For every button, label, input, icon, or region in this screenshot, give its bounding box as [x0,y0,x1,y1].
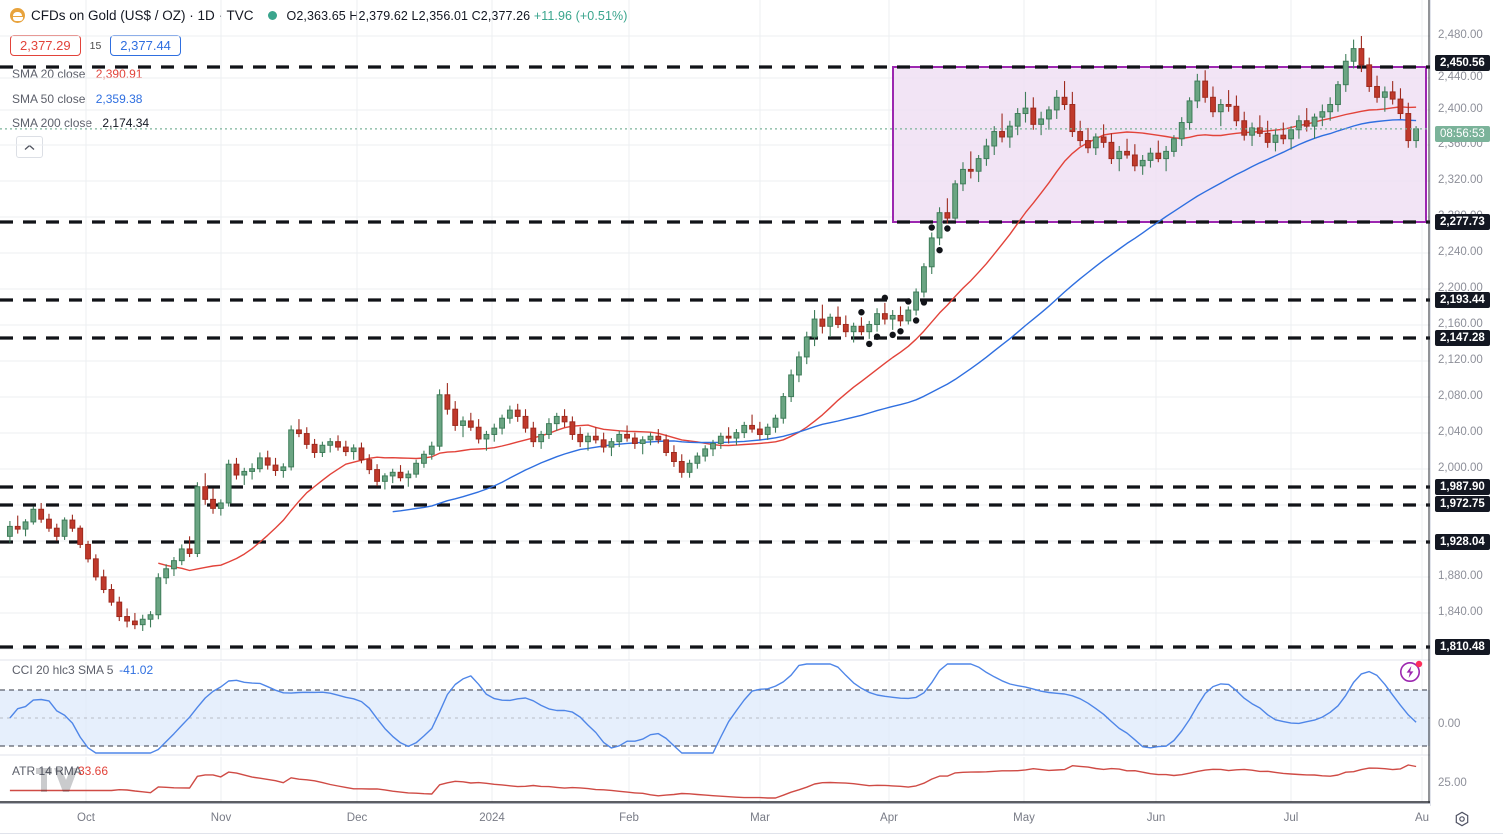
atr-legend-label: ATR 14 RMA [12,764,82,778]
time-tick: May [1013,812,1035,824]
indicator-legend-sma50[interactable]: SMA 50 close 2,359.38 [12,92,142,106]
gear-icon [1455,811,1469,827]
time-tick: Jun [1146,812,1166,824]
axis-settings-gear[interactable] [1452,810,1472,830]
price-tick: 2,120.00 [1438,354,1483,366]
price-level-label: 1,928.04 [1435,534,1490,550]
atr-axis-tick: 25.00 [1438,777,1467,789]
price-tick: 2,000.00 [1438,462,1483,474]
price-tick: 2,040.00 [1438,426,1483,438]
price-level-label: 1,972.75 [1435,496,1490,512]
symbol-legend: CFDs on Gold (US$ / OZ) · 1D · TVC O2,36… [10,8,628,23]
indicator-legend-sma200[interactable]: SMA 200 close 2,174.34 [12,116,149,130]
price-level-label: 2,193.44 [1435,292,1490,308]
quote-row: 2,377.29 15 2,377.44 [10,35,181,56]
price-tick: 2,160.00 [1438,318,1483,330]
time-tick: Dec [346,812,368,824]
price-level-label: 2,277.73 [1435,214,1490,230]
price-level-label: 2,147.28 [1435,330,1490,346]
cci-axis-tick: 0.00 [1438,718,1461,730]
cci-legend-value: -41.02 [119,663,153,677]
bid-price-button[interactable]: 2,377.29 [10,35,81,56]
collapse-legend-button[interactable] [16,136,43,158]
atr-legend-value: 33.66 [78,764,108,778]
time-tick: Oct [77,812,95,824]
price-level-label: 2,450.56 [1435,55,1490,71]
time-tick: Feb [619,812,639,824]
price-tick: 2,320.00 [1438,174,1483,186]
price-tick: 2,080.00 [1438,390,1483,402]
price-tick: 2,440.00 [1438,71,1483,83]
indicator-label: SMA 200 close [12,116,93,130]
price-tick: 2,400.00 [1438,103,1483,115]
time-tick: Apr [880,812,898,824]
time-axis[interactable]: Oct Nov Dec 2024 Feb Mar Apr May Jun Jul Au [0,803,1430,835]
indicator-value: 2,174.34 [102,116,150,130]
change-value: +11.96 (+0.51%) [533,8,628,23]
price-level-label: 1,987.90 [1435,479,1490,495]
price-tick: 1,840.00 [1438,606,1483,618]
tradingview-logo [34,760,80,800]
price-tick: 2,480.00 [1438,29,1483,41]
countdown-label: 08:56:53 [1435,126,1490,142]
ohlc-text: O2,363.65 H2,379.62 L2,356.01 C2,377.26 [286,8,531,23]
price-tick: 2,240.00 [1438,246,1483,258]
price-tick: 2,200.00 [1438,282,1483,294]
time-tick: Nov [210,812,232,824]
time-tick: Au [1414,812,1430,824]
gold-icon [10,8,25,23]
symbol-title[interactable]: CFDs on Gold (US$ / OZ) · 1D · TVC [31,8,254,23]
indicator-label: SMA 50 close [12,92,86,106]
price-axis[interactable]: USD ▼ 2,480.002,440.002,400.002,360.002,… [1430,0,1503,806]
ask-price-button[interactable]: 2,377.44 [110,35,181,56]
time-tick: Mar [750,812,770,824]
price-tick: 1,880.00 [1438,570,1483,582]
spread-value: 15 [89,39,102,52]
cci-legend-label: CCI 20 hlc3 SMA 5 [12,663,114,677]
ohlc-values: O2,363.65 H2,379.62 L2,356.01 C2,377.26 … [287,9,628,23]
time-tick: Jul [1283,812,1299,824]
market-status-dot[interactable] [267,11,277,20]
time-tick: 2024 [479,812,505,824]
indicator-value: 2,359.38 [95,92,143,106]
alert-lightning-icon[interactable] [1398,658,1424,684]
price-level-label: 1,810.48 [1435,639,1490,655]
